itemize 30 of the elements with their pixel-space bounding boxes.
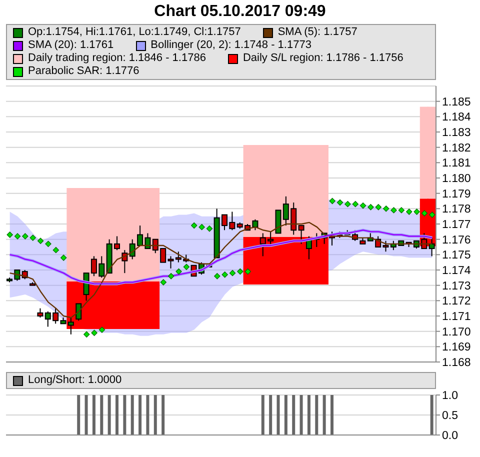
y-tick-label: 1.181 [442, 158, 471, 170]
y-tick-label: 1.176 [442, 234, 471, 246]
legend-label: Daily S/L region: 1.1786 - 1.1756 [242, 52, 404, 65]
y-tick-label: 1.177 [442, 219, 471, 232]
y-tick-label: 1.171 [442, 311, 471, 324]
legend-label: Long/Short: 1.0000 [28, 374, 122, 387]
chart-title: Chart 05.10.2017 09:49 [153, 2, 327, 22]
legend-label: SMA (20): 1.1761 [28, 39, 114, 52]
y-tick-label: 1.185 [442, 96, 471, 108]
y-tick-label: 1.169 [442, 342, 471, 354]
y-tick-label: 1.0 [442, 390, 458, 402]
y-tick-label: 0.0 [442, 430, 458, 442]
y-tick-label: 1.168 [442, 357, 471, 370]
legend-label: Parabolic SAR: 1.1776 [28, 65, 140, 78]
y-tick-label: 1.178 [442, 204, 471, 216]
y-tick-label: 1.180 [442, 173, 471, 186]
y-tick-label: 1.183 [442, 127, 471, 140]
y-tick-label: 0.5 [442, 410, 458, 422]
y-tick-label: 1.174 [442, 265, 472, 278]
y-tick-label: 1.184 [442, 112, 472, 124]
y-tick-label: 1.172 [442, 296, 471, 308]
legend-label: SMA (5): 1.1757 [278, 26, 358, 39]
legend-label: Op:1.1754, Hi:1.1761, Lo:1.1749, Cl:1.1757 [28, 26, 241, 39]
y-tick-label: 1.182 [442, 142, 471, 154]
legend-label: Bollinger (20, 2): 1.1748 - 1.1773 [150, 39, 312, 52]
y-tick-label: 1.173 [442, 280, 471, 292]
y-tick-label: 1.175 [442, 250, 471, 262]
y-tick-label: 1.170 [442, 326, 471, 338]
y-tick-label: 1.179 [442, 188, 471, 200]
legend-label: Daily trading region: 1.1846 - 1.1786 [28, 52, 206, 65]
